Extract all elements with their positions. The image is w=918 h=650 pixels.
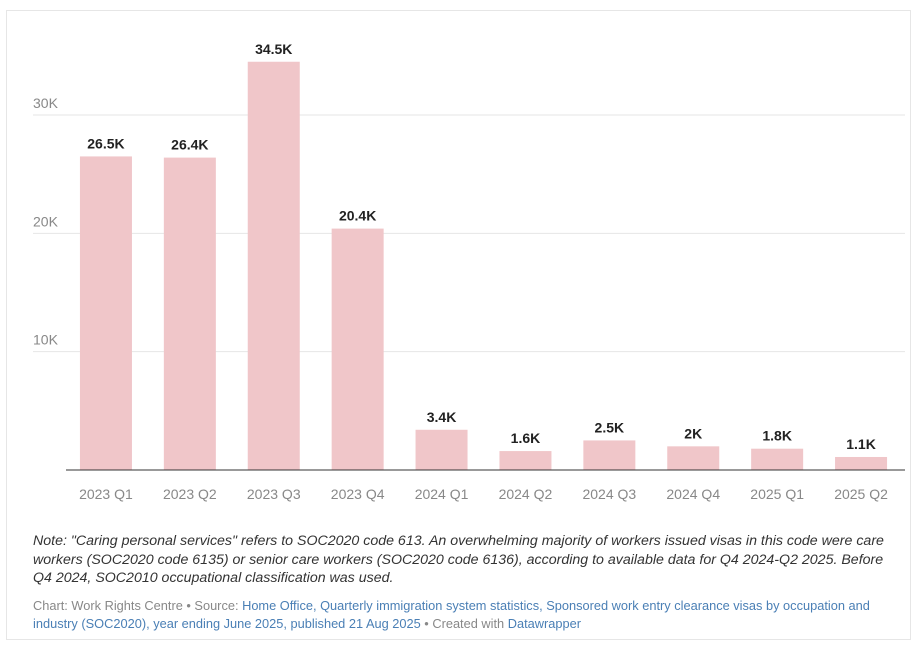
bar [79,156,132,470]
bar-value-label: 3.4K [427,409,457,425]
bar [583,440,636,470]
chart-credits: Chart: Work Rights Centre • Source: Home… [33,597,905,632]
x-tick-label: 2024 Q3 [582,486,636,502]
datawrapper-link[interactable]: Datawrapper [507,615,581,631]
bar-value-label: 20.4K [339,208,376,224]
bar-value-label: 1.6K [511,430,541,446]
chart-frame [6,10,911,640]
x-tick-label: 2024 Q4 [666,486,720,502]
bar [499,451,552,470]
x-tick-label: 2024 Q2 [499,486,553,502]
bar-value-label: 34.5K [255,41,292,57]
chart-note: Note: "Caring personal services" refers … [33,533,884,586]
x-tick-label: 2025 Q1 [750,486,804,502]
credits-prefix: Chart: Work Rights Centre • Source: [33,598,243,613]
bar-value-label: 1.1K [846,436,876,452]
bar-value-label: 26.4K [171,137,208,153]
bar [163,157,216,470]
bar-chart: 10K 20K 30K 26.5K 2023 Q1 26.4K 2023 Q2 34.5K 20… [33,41,905,502]
y-tick-label: 30K [33,95,59,111]
bar-value-label: 26.5K [87,135,124,151]
y-tick-label: 10K [33,332,59,348]
x-tick-label: 2023 Q2 [163,486,217,502]
bar-value-label: 2K [684,425,702,441]
x-tick-label: 2023 Q1 [79,486,133,502]
credits-created-prefix: • Created with [420,615,508,631]
x-tick-label: 2023 Q4 [331,486,385,502]
bar-value-label: 2.5K [595,419,625,435]
x-tick-label: 2025 Q2 [834,486,888,502]
bar [751,448,804,470]
bar [667,446,720,470]
x-tick-label: 2024 Q1 [415,486,469,502]
source-link[interactable]: Home Office, Quarterly immigration syste… [33,598,870,631]
x-tick-label: 2023 Q3 [247,486,301,502]
bar-value-label: 1.8K [762,428,792,444]
bar [247,61,300,470]
bar [835,456,888,470]
bar [415,429,468,470]
y-tick-label: 20K [33,213,59,229]
bar [331,228,384,470]
